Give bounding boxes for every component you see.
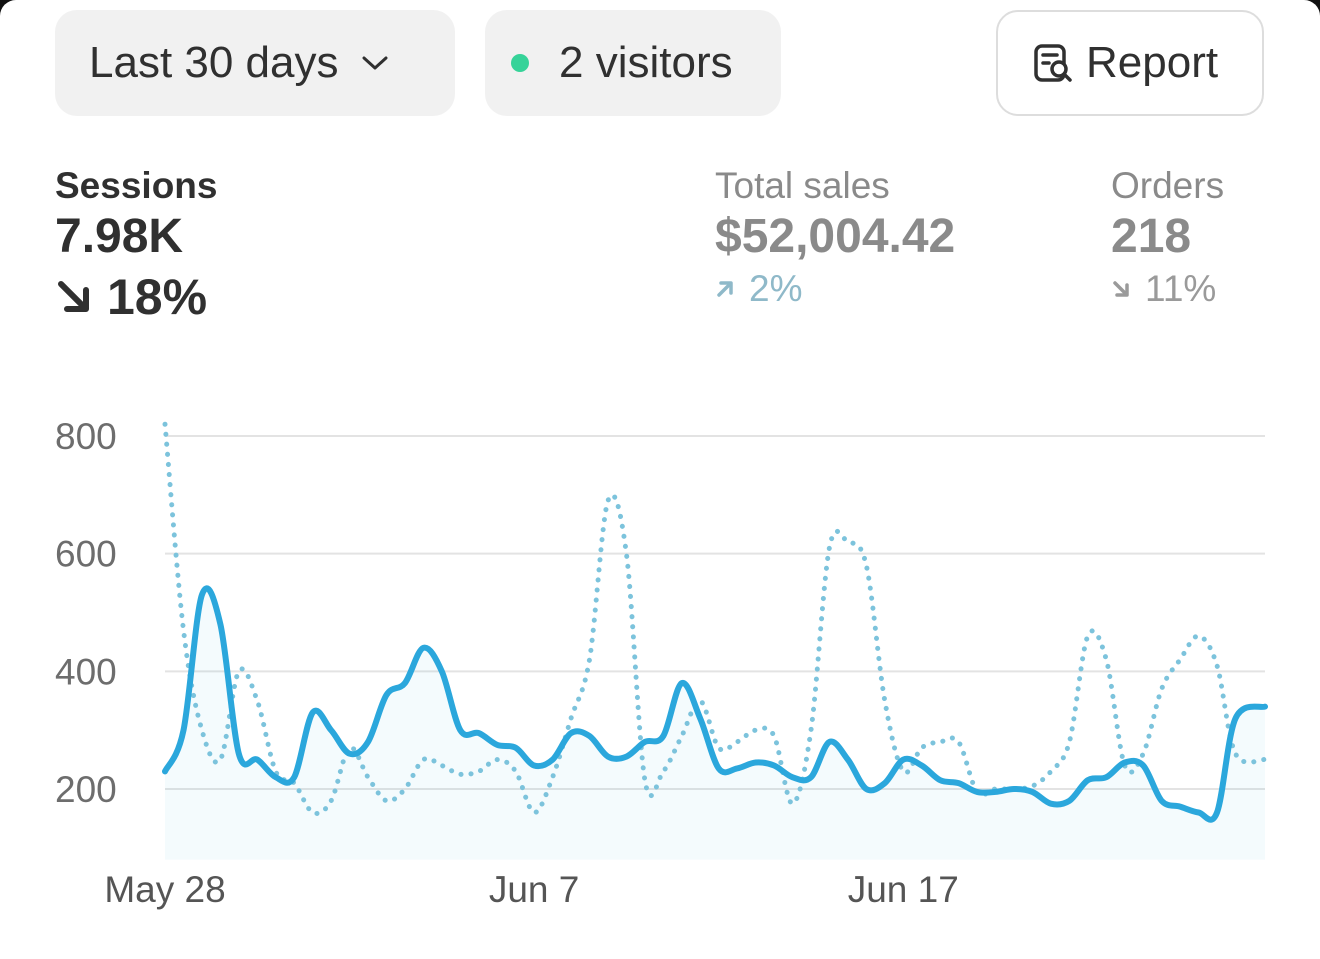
orders-change: 11%: [1111, 268, 1224, 310]
x-tick-label: Jun 17: [848, 869, 959, 910]
date-range-label: Last 30 days: [89, 38, 339, 87]
arrow-down-right-icon: [58, 281, 89, 312]
sessions-metric[interactable]: Sessions 7.98K 18%: [55, 164, 217, 326]
x-tick-label: Jun 7: [489, 869, 580, 910]
total-sales-change: 2%: [715, 268, 955, 310]
y-tick-label: 200: [55, 769, 117, 810]
sessions-series-line: [162, 585, 1268, 823]
date-range-button[interactable]: Last 30 days: [55, 10, 455, 116]
y-tick-label: 600: [55, 534, 117, 575]
chevron-down-icon: [361, 54, 389, 72]
arrow-down-right-icon: [1113, 281, 1129, 297]
orders-metric[interactable]: Orders 218 11%: [1111, 164, 1224, 310]
orders-change-value: 11%: [1145, 268, 1217, 309]
visitors-label: 2 visitors: [559, 38, 733, 87]
orders-value: 218: [1111, 210, 1192, 263]
x-tick-label: May 28: [104, 869, 225, 910]
comparison-series-line: [162, 421, 1268, 816]
total-sales-value: $52,004.42: [715, 210, 956, 263]
sessions-value: 7.98K: [55, 210, 184, 263]
live-status-dot: [511, 54, 529, 72]
total-sales-label: Total sales: [715, 165, 890, 206]
report-button[interactable]: Report: [996, 10, 1264, 116]
arrow-up-right-icon: [717, 281, 733, 297]
report-search-icon: [1032, 42, 1074, 84]
orders-label: Orders: [1111, 165, 1225, 206]
y-tick-label: 800: [55, 416, 117, 457]
sessions-change-value: 18%: [107, 269, 208, 325]
sessions-area: [165, 588, 1265, 860]
y-tick-label: 400: [55, 651, 117, 692]
live-visitors-button[interactable]: 2 visitors: [485, 10, 781, 116]
total-sales-metric[interactable]: Total sales $52,004.42 2%: [715, 164, 955, 310]
sessions-chart: 200 400 600 800 May 28 Jun 7 Jun 17: [55, 416, 1268, 910]
report-label: Report: [1086, 38, 1219, 87]
total-sales-change-value: 2%: [749, 268, 803, 309]
sessions-label: Sessions: [55, 165, 218, 206]
sessions-change: 18%: [55, 268, 217, 326]
